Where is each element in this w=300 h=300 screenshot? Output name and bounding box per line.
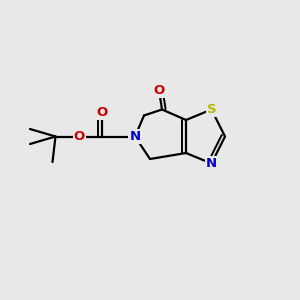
Text: O: O bbox=[153, 83, 165, 97]
Text: O: O bbox=[74, 130, 85, 143]
Text: O: O bbox=[96, 106, 108, 119]
Text: S: S bbox=[207, 103, 216, 116]
Text: N: N bbox=[206, 157, 217, 170]
Text: N: N bbox=[129, 130, 141, 143]
